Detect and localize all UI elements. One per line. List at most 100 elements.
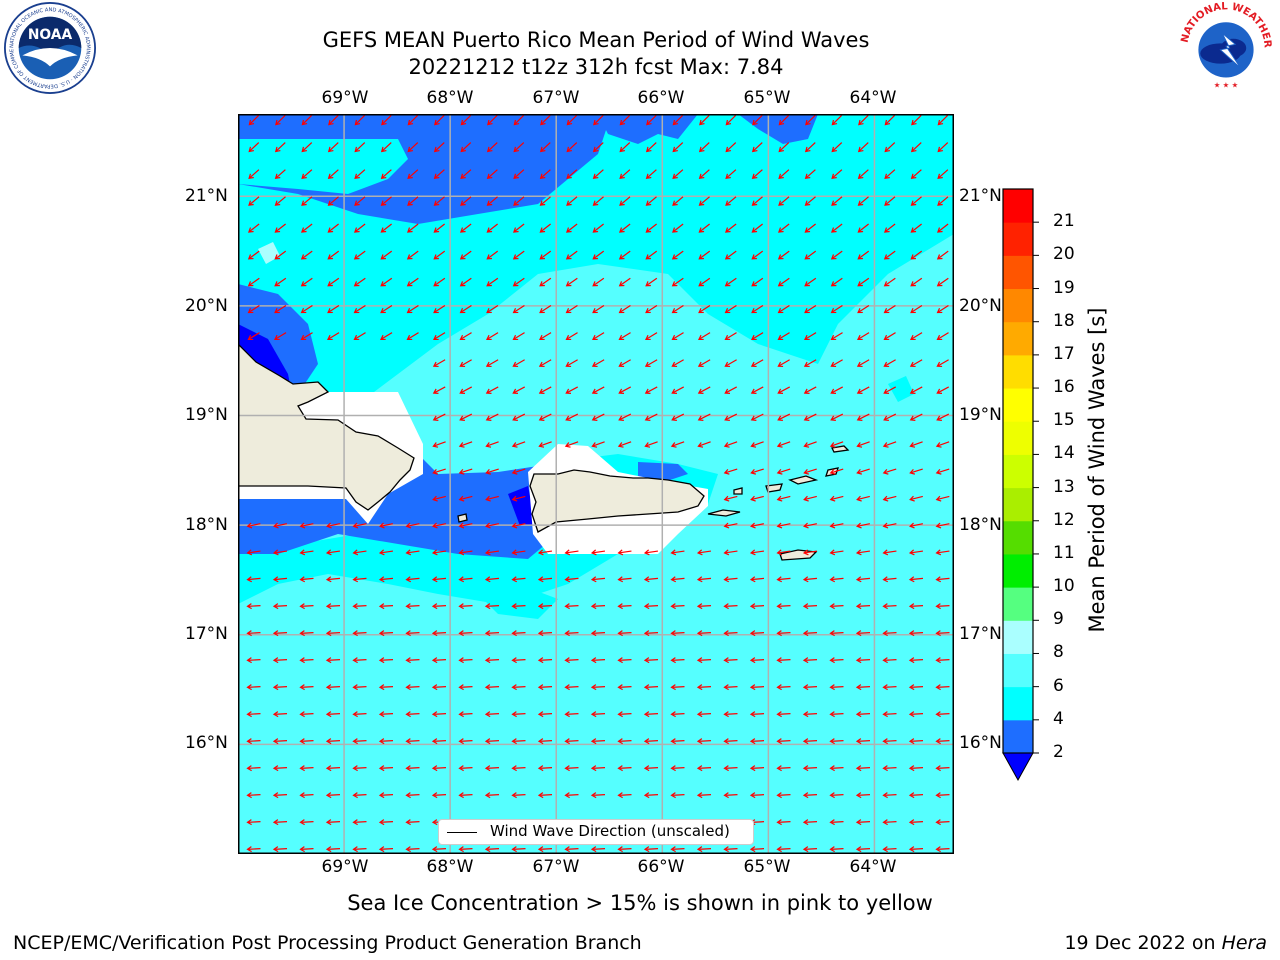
wave-arrow — [671, 250, 684, 260]
wave-arrow — [353, 250, 366, 260]
colorbar-tick-label: 9 — [1053, 609, 1064, 630]
colorbar-band-5 — [1003, 553, 1033, 588]
wave-arrow — [776, 603, 791, 610]
wave-arrow — [537, 603, 553, 610]
wave-arrow — [326, 332, 340, 341]
wave-arrow — [831, 115, 843, 126]
wave-arrow — [458, 711, 473, 718]
wave-arrow — [777, 332, 790, 341]
wave-arrow — [909, 413, 923, 421]
colorbar-band-0 — [1003, 719, 1033, 754]
wave-arrow — [325, 792, 341, 799]
wave-arrow — [908, 576, 924, 583]
wave-arrow — [884, 142, 896, 153]
wave-arrow — [670, 549, 685, 556]
wave-arrow — [619, 142, 631, 153]
wave-arrow — [299, 576, 314, 583]
lat-label-left-16n: 16°N — [185, 733, 228, 753]
legend-label: Wind Wave Direction (unscaled) — [490, 822, 730, 840]
wave-arrow — [538, 359, 552, 368]
wave-arrow — [379, 522, 393, 529]
wave-arrow — [325, 549, 341, 556]
wave-arrow — [909, 441, 923, 448]
wave-arrow — [749, 684, 765, 691]
wave-arrow — [696, 792, 712, 799]
wave-arrow — [829, 603, 844, 610]
wave-arrow — [697, 386, 711, 394]
wave-arrow — [458, 738, 473, 745]
wave-arrow — [405, 738, 420, 745]
colorbar-band-14 — [1003, 255, 1033, 290]
wave-arrow — [512, 277, 525, 287]
wave-arrow — [749, 576, 765, 583]
colorbar-tick-label: 16 — [1053, 377, 1075, 398]
lon-label-bottom-66w: 66°W — [637, 857, 685, 877]
wave-arrow — [643, 630, 659, 637]
wave-arrow — [539, 250, 552, 260]
wave-arrow — [301, 115, 313, 126]
colorbar-label: Mean Period of Wind Waves [s] — [1085, 307, 1109, 633]
wave-arrow — [882, 846, 897, 853]
wave-arrow — [619, 115, 631, 126]
footer-host: Hera — [1221, 932, 1267, 954]
wave-arrow — [618, 250, 631, 260]
colorbar-tick-label: 18 — [1053, 310, 1075, 331]
wave-arrow — [831, 169, 843, 180]
wave-arrow — [725, 142, 737, 153]
svg-text:★ ★ ★: ★ ★ ★ — [1214, 81, 1239, 90]
wave-arrow — [299, 819, 314, 826]
wave-arrow — [936, 359, 949, 368]
wave-arrow — [723, 738, 738, 745]
wave-arrow — [380, 250, 393, 260]
wave-arrow — [431, 603, 447, 610]
wave-arrow — [299, 711, 314, 718]
wave-arrow — [617, 765, 632, 772]
wave-arrow — [405, 603, 420, 610]
wave-arrow — [431, 738, 447, 745]
wave-arrow — [935, 765, 950, 772]
wave-arrow — [802, 792, 818, 799]
wave-arrow — [511, 630, 526, 637]
wave-arrow — [432, 441, 446, 448]
wave-arrow — [696, 846, 712, 853]
wave-arrow — [538, 441, 552, 448]
wave-arrow — [380, 223, 392, 233]
wave-arrow — [512, 359, 525, 368]
wave-arrow — [698, 169, 710, 180]
wave-arrow — [564, 711, 579, 718]
wave-arrow — [723, 684, 738, 691]
colorbar-tick-label: 2 — [1053, 742, 1064, 762]
wave-arrow — [326, 522, 340, 529]
wave-arrow — [274, 169, 286, 180]
wave-arrow — [723, 522, 738, 529]
wave-arrow — [672, 142, 684, 153]
wave-arrow — [433, 250, 446, 260]
wave-arrow — [431, 630, 447, 637]
wave-arrow — [883, 304, 896, 314]
wave-arrow — [831, 196, 843, 206]
wave-arrow — [803, 495, 817, 502]
wave-arrow — [459, 250, 472, 260]
wave-arrow — [777, 223, 790, 233]
wave-arrow — [778, 169, 790, 180]
wave-arrow — [564, 792, 579, 799]
wave-arrow — [486, 223, 498, 233]
wave-arrow — [777, 277, 790, 287]
wave-arrow — [511, 792, 526, 799]
wave-arrow — [776, 468, 791, 475]
wave-arrow — [751, 142, 763, 153]
wave-arrow — [433, 196, 445, 206]
wave-arrow — [749, 657, 765, 664]
lat-label-left-21n: 21°N — [185, 186, 228, 206]
wave-arrow — [617, 792, 632, 799]
wave-arrow — [378, 603, 394, 610]
wave-arrow — [352, 576, 367, 583]
wave-arrow — [935, 738, 950, 745]
wave-arrow — [485, 386, 499, 394]
lat-label-right-18n: 18°N — [959, 515, 1002, 535]
wave-arrow — [723, 495, 738, 502]
colorbar-band-7 — [1003, 487, 1033, 522]
wave-arrow — [537, 657, 553, 664]
wave-arrow — [643, 576, 659, 583]
wave-arrow — [484, 792, 500, 799]
